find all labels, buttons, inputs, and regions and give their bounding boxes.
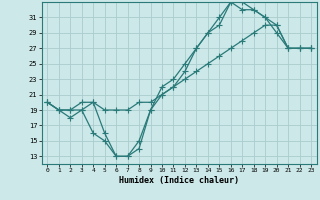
X-axis label: Humidex (Indice chaleur): Humidex (Indice chaleur) [119, 176, 239, 185]
